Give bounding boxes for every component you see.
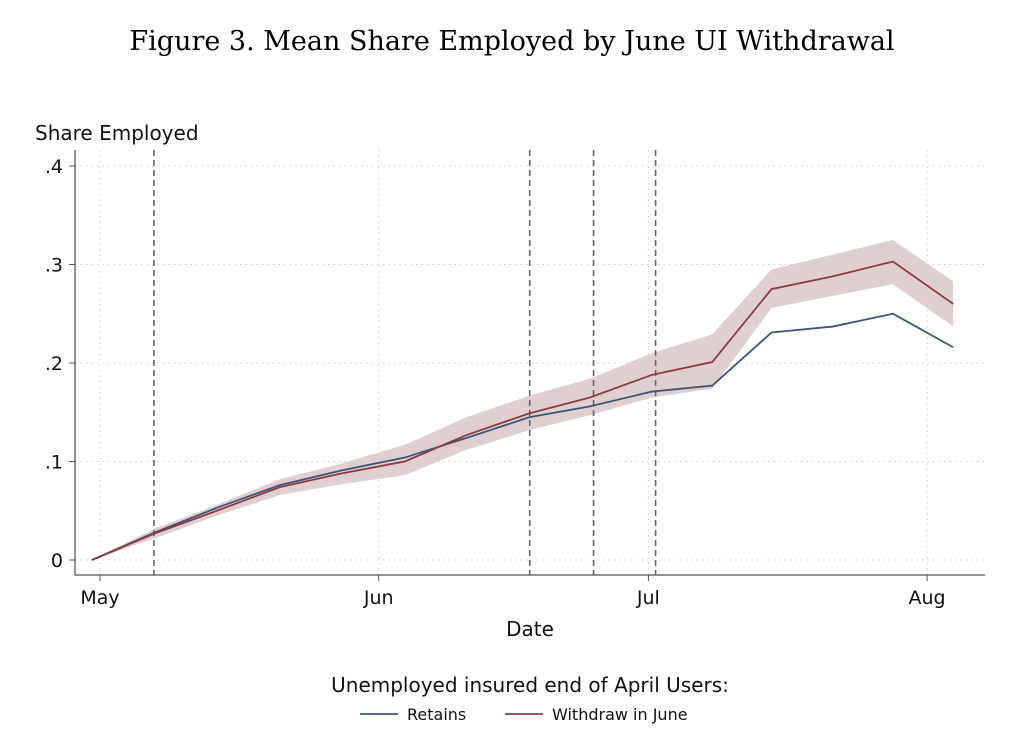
y-axis-label: Share Employed <box>35 121 199 145</box>
legend-label-retains: Retains <box>407 705 466 724</box>
y-tick-label: .3 <box>45 255 63 277</box>
y-tick-label: 0 <box>51 550 63 572</box>
y-tick-label: .1 <box>45 452 63 474</box>
chart-title: Figure 3. Mean Share Employed by June UI… <box>129 26 895 57</box>
x-axis-label: Date <box>506 617 554 641</box>
series-line-retains <box>91 312 954 561</box>
legend-label-withdraw: Withdraw in June <box>552 705 688 724</box>
x-tick-label: Jul <box>636 587 660 609</box>
legend-title: Unemployed insured end of April Users: <box>331 673 729 697</box>
x-tick-label: Jun <box>363 587 394 609</box>
y-tick-label: .4 <box>45 156 63 178</box>
y-tick-label: .2 <box>45 353 63 375</box>
confidence-band <box>91 239 954 560</box>
x-tick-label: May <box>80 587 119 609</box>
x-tick-label: Aug <box>909 587 946 609</box>
